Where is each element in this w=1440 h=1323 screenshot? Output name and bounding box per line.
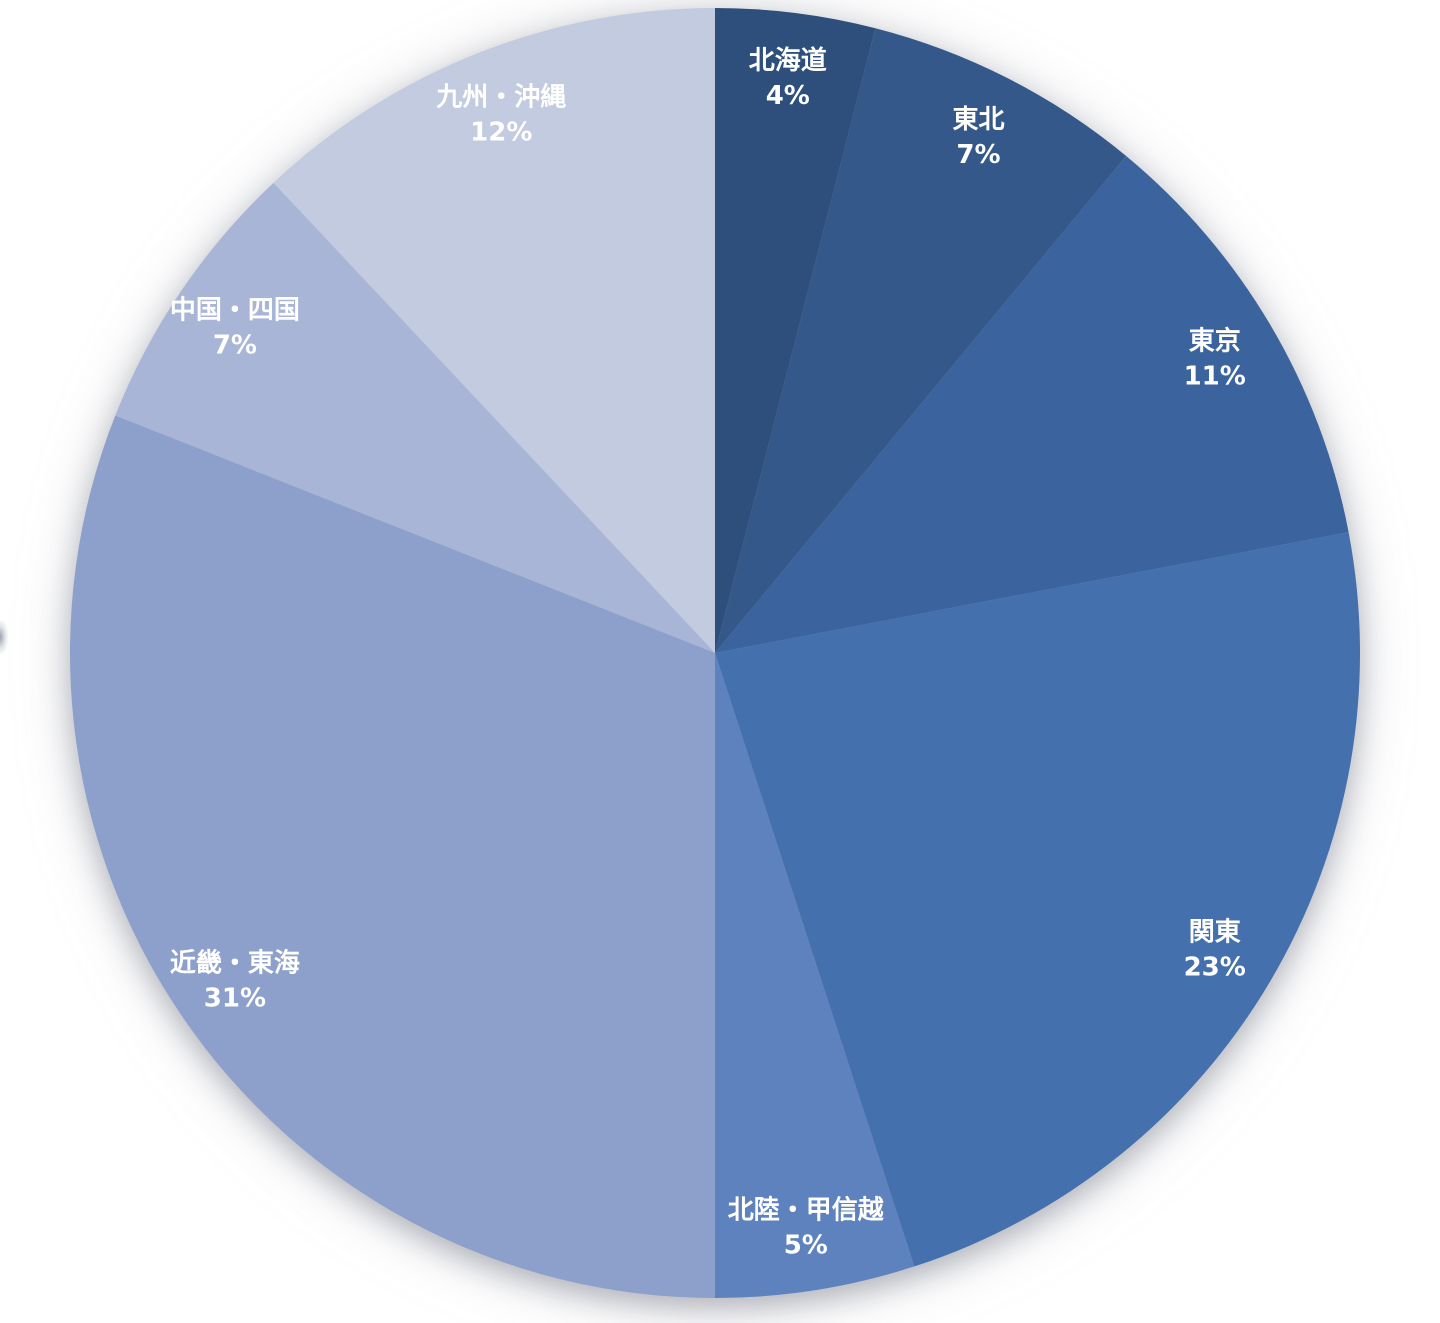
pie-slice[interactable] — [715, 532, 1361, 1267]
pie-slice[interactable] — [715, 8, 876, 653]
pie-slice[interactable] — [273, 8, 715, 653]
pie-slice[interactable] — [115, 182, 716, 653]
pie-slice[interactable] — [715, 653, 915, 1298]
pie-slice[interactable] — [69, 415, 716, 1298]
pie-slice[interactable] — [715, 156, 1349, 653]
pie-group: 北海道 4%東北 7%東京 11%関東 23%北陸・甲信越 5%近畿・東海 31%中国・四国… — [69, 8, 1361, 1298]
pie-slice[interactable] — [715, 28, 1127, 653]
